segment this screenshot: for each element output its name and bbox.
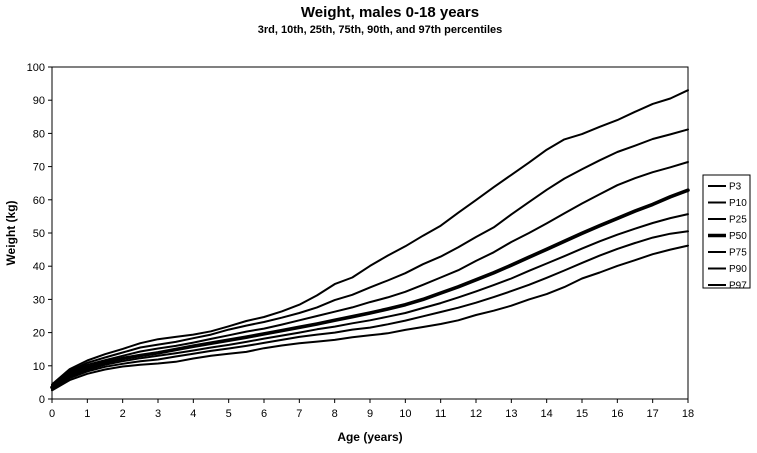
x-tick-label: 0 — [49, 408, 55, 420]
y-tick-label: 50 — [33, 228, 45, 240]
x-axis-label: Age (years) — [337, 430, 402, 444]
x-tick-label: 10 — [399, 408, 411, 420]
y-tick-label: 60 — [33, 195, 45, 207]
x-tick-label: 13 — [505, 408, 517, 420]
x-tick-label: 2 — [120, 408, 126, 420]
y-tick-label: 20 — [33, 328, 45, 340]
series-line-p10 — [51, 230, 689, 391]
legend-label-p75: P75 — [729, 248, 747, 259]
legend-label-p3: P3 — [729, 182, 742, 193]
series-line-p97 — [51, 89, 689, 386]
x-tick-label: 9 — [367, 408, 373, 420]
x-tick-label: 1 — [84, 408, 90, 420]
x-tick-label: 3 — [155, 408, 161, 420]
y-tick-label: 80 — [33, 128, 45, 140]
x-tick-label: 11 — [435, 408, 446, 420]
series-line-p90 — [51, 128, 689, 387]
legend-label-p25: P25 — [729, 215, 747, 226]
x-tick-label: 17 — [647, 408, 659, 420]
x-tick-label: 12 — [470, 408, 482, 420]
series-lines — [50, 89, 690, 392]
legend: P3 P10 P25 P50 P75 P90 P97 — [702, 174, 751, 292]
x-tick-label: 18 — [682, 408, 694, 420]
x-tick-label: 15 — [576, 408, 588, 420]
legend-label-p97: P97 — [729, 281, 747, 292]
y-axis-label: Weight (kg) — [4, 200, 18, 265]
y-tick-label: 40 — [33, 261, 45, 273]
series-line-p3 — [51, 244, 689, 392]
y-tick-label: 30 — [33, 294, 45, 306]
x-tick-label: 14 — [541, 408, 553, 420]
x-tick-label: 4 — [190, 408, 196, 420]
y-tick-label: 70 — [33, 162, 45, 174]
x-tick-label: 7 — [296, 408, 302, 420]
y-axis: 0 10 20 30 40 50 60 70 80 90 100 — [27, 62, 52, 406]
series-line-p75 — [51, 161, 689, 388]
x-tick-label: 16 — [611, 408, 623, 420]
x-tick-label: 6 — [261, 408, 267, 420]
legend-label-p90: P90 — [729, 264, 747, 275]
series-line-p50 — [50, 188, 690, 390]
y-tick-label: 100 — [27, 62, 45, 74]
x-tick-label: 5 — [226, 408, 232, 420]
y-tick-label: 0 — [39, 394, 45, 406]
x-axis: 0 1 2 3 4 5 6 7 8 9 10 11 12 13 14 15 16 17 18 — [49, 399, 694, 420]
chart-title: Weight, males 0-18 years — [301, 4, 479, 21]
plot-area — [51, 66, 689, 400]
legend-label-p50: P50 — [729, 231, 747, 242]
legend-label-p10: P10 — [729, 198, 747, 209]
y-tick-label: 10 — [33, 361, 45, 373]
series-line-p25 — [51, 213, 689, 390]
x-tick-label: 8 — [332, 408, 338, 420]
chart-subtitle: 3rd, 10th, 25th, 75th, 90th, and 97th pe… — [258, 24, 503, 36]
y-tick-label: 90 — [33, 95, 45, 107]
